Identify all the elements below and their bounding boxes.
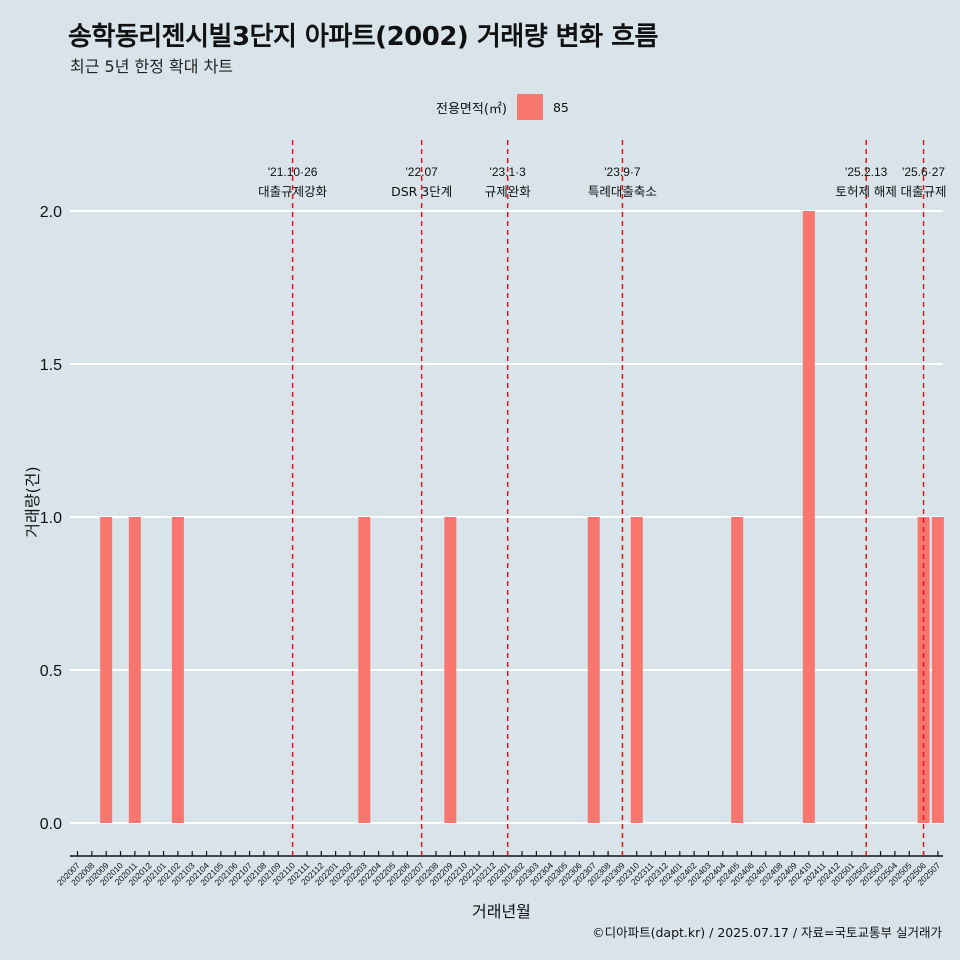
event-date-label: '23.1·3 [490,165,527,179]
event-policy-label: 대출규제 [901,184,947,199]
y-tick-label: 2.0 [40,204,62,221]
bar [587,517,600,823]
event-policy-label: 대출규제강화 [258,184,328,199]
event-date-label: '22.07 [405,165,438,179]
page-subtitle: 최근 5년 한정 확대 차트 [70,57,234,76]
event-policy-label: 규제완화 [485,184,532,199]
event-date-label: '25.2.13 [845,165,888,179]
bar [444,517,457,823]
y-tick-label: 0.0 [40,816,62,833]
legend: 전용면적(㎡) 85 [436,93,569,121]
legend-label: 85 [552,99,569,115]
y-tick-label: 1.5 [40,357,62,374]
y-axis-title: 거래량(건) [23,466,42,538]
event-date-label: '21.10·26 [268,165,318,179]
bar [802,211,815,823]
y-tick-label: 1.0 [40,510,62,527]
bar [630,517,643,823]
legend-swatch [516,94,543,120]
bar [731,517,744,823]
x-axis-title: 거래년월 [472,902,531,921]
event-policy-label: DSR 3단계 [391,184,452,199]
event-policy-label: 특례대출축소 [588,184,657,199]
bar [358,517,371,823]
event-date-label: '25.6·27 [902,165,945,179]
page-title: 송학동리젠시빌3단지 아파트(2002) 거래량 변화 흐름 [68,22,658,52]
event-policy-label: 토허제 해제 [835,184,896,199]
legend-title: 전용면적(㎡) [436,101,507,117]
bar [171,517,184,823]
source-caption: ©디아파트(dapt.kr) / 2025.07.17 / 자료=국토교통부 실… [592,925,942,940]
bar [931,517,944,823]
bar [917,517,930,823]
event-date-label: '23.9·7 [604,165,641,179]
bar [100,517,113,823]
bar [128,517,141,823]
y-tick-label: 0.5 [40,663,62,680]
